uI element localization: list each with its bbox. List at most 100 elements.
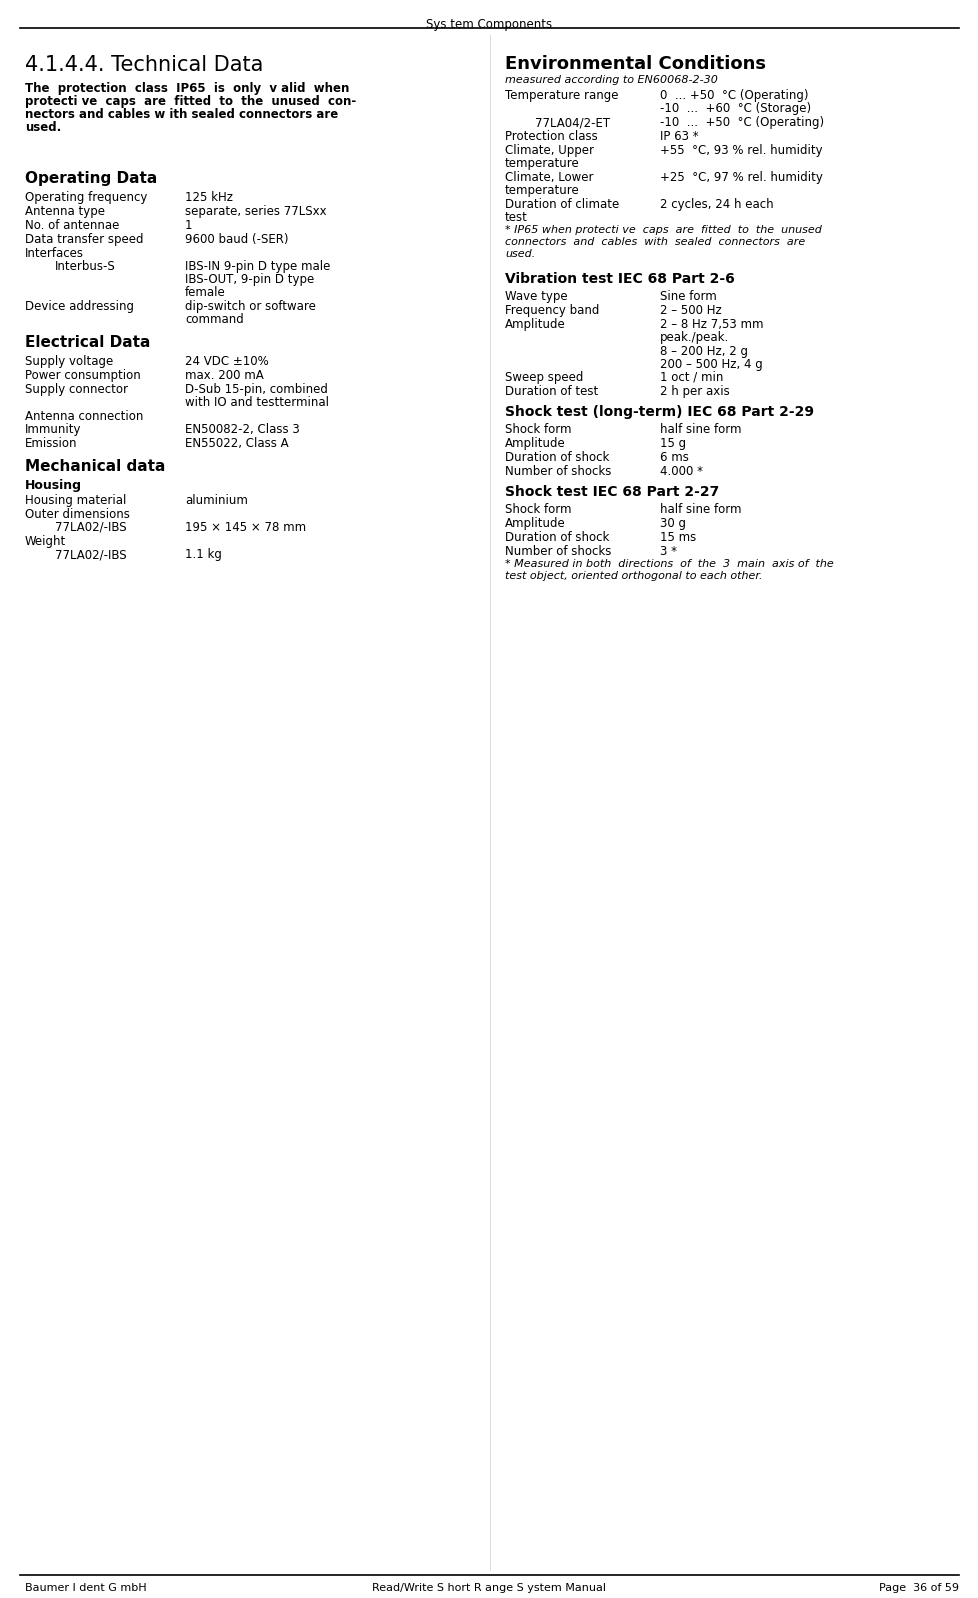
Text: temperature: temperature: [505, 157, 579, 169]
Text: Wave type: Wave type: [505, 289, 567, 304]
Text: nectors and cables w ith sealed connectors are: nectors and cables w ith sealed connecto…: [25, 109, 338, 121]
Text: Sweep speed: Sweep speed: [505, 371, 583, 384]
Text: Emission: Emission: [25, 436, 77, 451]
Text: No. of antennae: No. of antennae: [25, 219, 119, 232]
Text: -10  ...  +50  °C (Operating): -10 ... +50 °C (Operating): [659, 117, 823, 129]
Text: Amplitude: Amplitude: [505, 318, 565, 331]
Text: test object, oriented orthogonal to each other.: test object, oriented orthogonal to each…: [505, 570, 762, 582]
Text: Data transfer speed: Data transfer speed: [25, 233, 144, 246]
Text: Device addressing: Device addressing: [25, 300, 134, 313]
Text: Sys tem Components: Sys tem Components: [426, 18, 552, 30]
Text: Sine form: Sine form: [659, 289, 716, 304]
Text: Shock test IEC 68 Part 2-27: Shock test IEC 68 Part 2-27: [505, 486, 719, 499]
Text: female: female: [185, 286, 226, 299]
Text: connectors  and  cables  with  sealed  connectors  are: connectors and cables with sealed connec…: [505, 237, 805, 248]
Text: used.: used.: [505, 249, 535, 259]
Text: Operating Data: Operating Data: [25, 171, 157, 185]
Text: Read/Write S hort R ange S ystem Manual: Read/Write S hort R ange S ystem Manual: [372, 1584, 606, 1593]
Text: * IP65 when protecti ve  caps  are  fitted  to  the  unused: * IP65 when protecti ve caps are fitted …: [505, 225, 822, 235]
Text: separate, series 77LSxx: separate, series 77LSxx: [185, 205, 327, 217]
Text: 77LA02/-IBS: 77LA02/-IBS: [55, 521, 126, 534]
Text: +55  °C, 93 % rel. humidity: +55 °C, 93 % rel. humidity: [659, 144, 822, 157]
Text: Interfaces: Interfaces: [25, 248, 84, 260]
Text: 195 × 145 × 78 mm: 195 × 145 × 78 mm: [185, 521, 306, 534]
Text: Amplitude: Amplitude: [505, 518, 565, 531]
Text: 0  ... +50  °C (Operating): 0 ... +50 °C (Operating): [659, 89, 808, 102]
Text: Duration of climate: Duration of climate: [505, 198, 619, 211]
Text: Electrical Data: Electrical Data: [25, 336, 151, 350]
Text: -10  ...  +60  °C (Storage): -10 ... +60 °C (Storage): [659, 102, 811, 115]
Text: 77LA02/-IBS: 77LA02/-IBS: [55, 548, 126, 561]
Text: 4.000 *: 4.000 *: [659, 465, 702, 478]
Text: Vibration test IEC 68 Part 2-6: Vibration test IEC 68 Part 2-6: [505, 272, 734, 286]
Text: 6 ms: 6 ms: [659, 451, 689, 463]
Text: Outer dimensions: Outer dimensions: [25, 508, 130, 521]
Text: with IO and testterminal: with IO and testterminal: [185, 396, 329, 409]
Text: 15 g: 15 g: [659, 436, 686, 451]
Text: Duration of shock: Duration of shock: [505, 451, 608, 463]
Text: Mechanical data: Mechanical data: [25, 459, 165, 475]
Text: Power consumption: Power consumption: [25, 369, 141, 382]
Text: Housing material: Housing material: [25, 494, 126, 507]
Text: Shock test (long-term) IEC 68 Part 2-29: Shock test (long-term) IEC 68 Part 2-29: [505, 404, 813, 419]
Text: Protection class: Protection class: [505, 129, 598, 142]
Text: Shock form: Shock form: [505, 423, 571, 436]
Text: IBS-OUT, 9-pin D type: IBS-OUT, 9-pin D type: [185, 273, 314, 286]
Text: 8 – 200 Hz, 2 g: 8 – 200 Hz, 2 g: [659, 345, 747, 358]
Text: 3 *: 3 *: [659, 545, 677, 558]
Text: command: command: [185, 313, 244, 326]
Text: 1: 1: [185, 219, 193, 232]
Text: Duration of shock: Duration of shock: [505, 531, 608, 543]
Text: peak./peak.: peak./peak.: [659, 331, 729, 344]
Text: IBS-IN 9-pin D type male: IBS-IN 9-pin D type male: [185, 260, 330, 273]
Text: temperature: temperature: [505, 184, 579, 197]
Text: Environmental Conditions: Environmental Conditions: [505, 54, 765, 74]
Text: 15 ms: 15 ms: [659, 531, 695, 543]
Text: aluminium: aluminium: [185, 494, 247, 507]
Text: test: test: [505, 211, 527, 224]
Text: Immunity: Immunity: [25, 423, 81, 436]
Text: Climate, Upper: Climate, Upper: [505, 144, 594, 157]
Text: +25  °C, 97 % rel. humidity: +25 °C, 97 % rel. humidity: [659, 171, 822, 184]
Text: Shock form: Shock form: [505, 503, 571, 516]
Text: Antenna connection: Antenna connection: [25, 411, 143, 423]
Text: Operating frequency: Operating frequency: [25, 192, 148, 205]
Text: Amplitude: Amplitude: [505, 436, 565, 451]
Text: The  protection  class  IP65  is  only  v alid  when: The protection class IP65 is only v alid…: [25, 81, 349, 94]
Text: 2 cycles, 24 h each: 2 cycles, 24 h each: [659, 198, 773, 211]
Text: half sine form: half sine form: [659, 423, 740, 436]
Text: IP 63 *: IP 63 *: [659, 129, 698, 142]
Text: Number of shocks: Number of shocks: [505, 545, 610, 558]
Text: measured according to EN60068-2-30: measured according to EN60068-2-30: [505, 75, 717, 85]
Text: Number of shocks: Number of shocks: [505, 465, 610, 478]
Text: 1.1 kg: 1.1 kg: [185, 548, 222, 561]
Text: Temperature range: Temperature range: [505, 89, 618, 102]
Text: 30 g: 30 g: [659, 518, 686, 531]
Text: dip-switch or software: dip-switch or software: [185, 300, 316, 313]
Text: 77LA04/2-ET: 77LA04/2-ET: [534, 117, 609, 129]
Text: Interbus-S: Interbus-S: [55, 260, 115, 273]
Text: half sine form: half sine form: [659, 503, 740, 516]
Text: max. 200 mA: max. 200 mA: [185, 369, 263, 382]
Text: Antenna type: Antenna type: [25, 205, 105, 217]
Text: used.: used.: [25, 121, 62, 134]
Text: protecti ve  caps  are  fitted  to  the  unused  con-: protecti ve caps are fitted to the unuse…: [25, 94, 356, 109]
Text: EN55022, Class A: EN55022, Class A: [185, 436, 289, 451]
Text: Weight: Weight: [25, 535, 67, 548]
Text: Baumer I dent G mbH: Baumer I dent G mbH: [25, 1584, 147, 1593]
Text: 9600 baud (-SER): 9600 baud (-SER): [185, 233, 289, 246]
Text: Climate, Lower: Climate, Lower: [505, 171, 593, 184]
Text: 1 oct / min: 1 oct / min: [659, 371, 723, 384]
Text: Housing: Housing: [25, 479, 82, 492]
Text: 2 h per axis: 2 h per axis: [659, 385, 729, 398]
Text: D-Sub 15-pin, combined: D-Sub 15-pin, combined: [185, 384, 328, 396]
Text: 24 VDC ±10%: 24 VDC ±10%: [185, 355, 269, 368]
Text: 2 – 500 Hz: 2 – 500 Hz: [659, 304, 721, 316]
Text: 125 kHz: 125 kHz: [185, 192, 233, 205]
Text: 4.1.4.4. Technical Data: 4.1.4.4. Technical Data: [25, 54, 263, 75]
Text: 200 – 500 Hz, 4 g: 200 – 500 Hz, 4 g: [659, 358, 762, 371]
Text: * Measured in both  directions  of  the  3  main  axis of  the: * Measured in both directions of the 3 m…: [505, 559, 833, 569]
Text: Supply connector: Supply connector: [25, 384, 128, 396]
Text: 2 – 8 Hz 7,53 mm: 2 – 8 Hz 7,53 mm: [659, 318, 763, 331]
Text: EN50082-2, Class 3: EN50082-2, Class 3: [185, 423, 299, 436]
